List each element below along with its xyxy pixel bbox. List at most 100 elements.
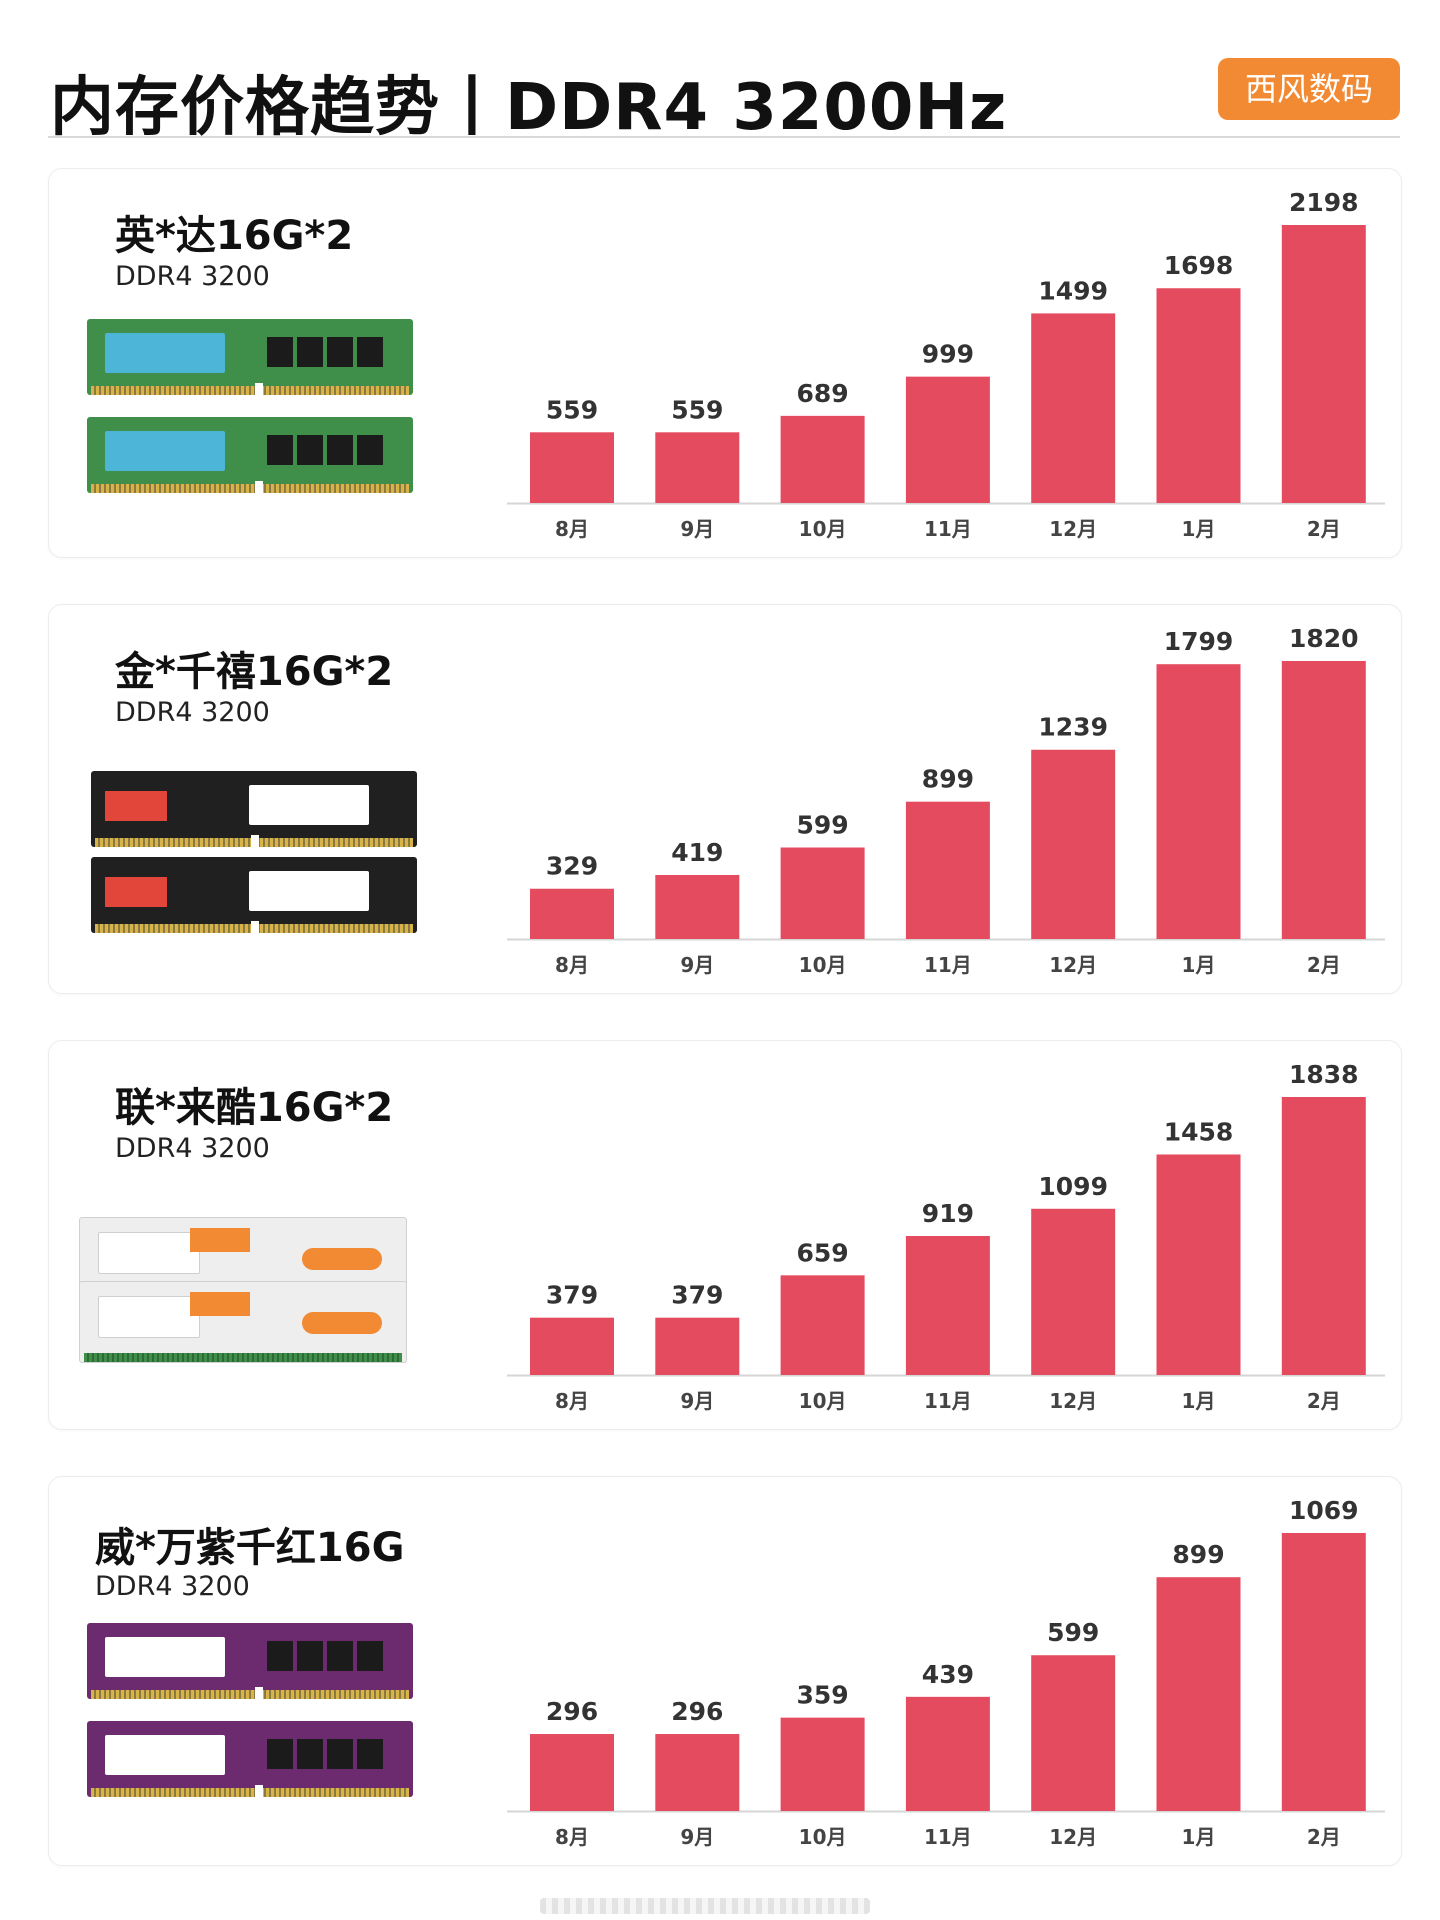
x-tick-label: 10月 bbox=[799, 517, 847, 541]
bar-value-label: 1069 bbox=[1289, 1496, 1359, 1525]
ram-label bbox=[249, 785, 369, 825]
bar-value-label: 919 bbox=[922, 1199, 974, 1228]
bar bbox=[530, 888, 614, 939]
bar bbox=[1156, 664, 1241, 939]
ram-stick bbox=[87, 417, 413, 493]
bar-value-label: 1099 bbox=[1038, 1172, 1108, 1201]
x-tick-label: 2月 bbox=[1307, 953, 1341, 977]
bar-value-label: 329 bbox=[546, 852, 598, 881]
x-tick-label: 9月 bbox=[680, 517, 714, 541]
ram-chip bbox=[327, 337, 353, 367]
x-tick-label: 8月 bbox=[555, 953, 589, 977]
ram-notch bbox=[255, 383, 263, 395]
bar-value-label: 559 bbox=[546, 395, 598, 424]
page-title: 内存价格趋势丨DDR4 3200Hz bbox=[50, 71, 1008, 145]
x-tick-label: 9月 bbox=[680, 1825, 714, 1849]
x-tick-label: 10月 bbox=[799, 1389, 847, 1413]
ram-notch bbox=[255, 481, 263, 493]
x-tick-label: 9月 bbox=[680, 1389, 714, 1413]
bar bbox=[905, 1696, 990, 1811]
lecoo-logo bbox=[302, 1248, 382, 1270]
x-tick-label: 12月 bbox=[1049, 1389, 1097, 1413]
ram-label bbox=[105, 1735, 225, 1775]
watermark bbox=[540, 1898, 870, 1914]
lecoo-logo bbox=[302, 1312, 382, 1334]
bar-value-label: 1820 bbox=[1289, 624, 1359, 653]
bar bbox=[1281, 661, 1366, 939]
ram-chip bbox=[357, 337, 383, 367]
bar-value-label: 296 bbox=[671, 1697, 723, 1726]
ram-stick bbox=[91, 857, 417, 933]
bar bbox=[905, 801, 990, 939]
bar bbox=[905, 376, 990, 503]
bar-value-label: 296 bbox=[546, 1697, 598, 1726]
bar-value-label: 2198 bbox=[1289, 188, 1359, 217]
bar-value-label: 689 bbox=[797, 379, 849, 408]
bar-value-label: 1698 bbox=[1164, 251, 1234, 280]
bar bbox=[655, 1734, 740, 1811]
x-tick-label: 11月 bbox=[924, 517, 972, 541]
bar-chart: 559 8月 559 9月 689 10月 999 11月 1499 12月 1698 1月 2198 2… bbox=[507, 188, 1385, 541]
bar-value-label: 899 bbox=[922, 765, 974, 794]
bar bbox=[1281, 1097, 1366, 1375]
bar-value-label: 999 bbox=[922, 340, 974, 369]
ram-module-image bbox=[87, 1623, 417, 1819]
x-tick-label: 12月 bbox=[1049, 1825, 1097, 1849]
x-tick-label: 11月 bbox=[924, 953, 972, 977]
ram-chip bbox=[327, 435, 353, 465]
ram-chip bbox=[297, 1641, 323, 1671]
x-tick-label: 1月 bbox=[1182, 517, 1216, 541]
ram-pins bbox=[91, 1788, 409, 1797]
brand-badge: 西风数码 bbox=[1218, 58, 1400, 120]
bar-value-label: 599 bbox=[797, 811, 849, 840]
bar-value-label: 379 bbox=[546, 1281, 598, 1310]
bar bbox=[1031, 1208, 1116, 1375]
ram-label bbox=[105, 333, 225, 373]
ram-tag bbox=[190, 1228, 250, 1252]
product-name: 金*千禧16G*2 bbox=[115, 649, 394, 695]
bar bbox=[1031, 1655, 1116, 1811]
bar bbox=[1031, 313, 1116, 503]
ram-stick bbox=[87, 1721, 413, 1797]
x-tick-label: 10月 bbox=[799, 1825, 847, 1849]
ram-chip bbox=[267, 1641, 293, 1671]
ram-chip bbox=[357, 1641, 383, 1671]
x-tick-label: 2月 bbox=[1307, 517, 1341, 541]
bar-value-label: 1838 bbox=[1289, 1060, 1359, 1089]
bar bbox=[655, 874, 740, 939]
ram-chip bbox=[327, 1641, 353, 1671]
bar bbox=[905, 1236, 990, 1375]
ram-stick bbox=[91, 771, 417, 847]
bar-value-label: 1458 bbox=[1164, 1117, 1234, 1146]
x-tick-label: 1月 bbox=[1182, 1825, 1216, 1849]
ram-notch bbox=[255, 1687, 263, 1699]
ram-module-image bbox=[91, 771, 421, 955]
x-tick-label: 12月 bbox=[1049, 953, 1097, 977]
bar-value-label: 899 bbox=[1172, 1540, 1224, 1569]
bar-chart: 296 8月 296 9月 359 10月 439 11月 599 12月 899 1月 1069 2月 bbox=[507, 1496, 1385, 1849]
ram-stick bbox=[79, 1281, 407, 1363]
ram-notch bbox=[255, 1785, 263, 1797]
bar bbox=[780, 1717, 865, 1811]
ram-label bbox=[98, 1232, 200, 1274]
ram-stick bbox=[79, 1217, 407, 1289]
x-tick-label: 10月 bbox=[799, 953, 847, 977]
price-card: 英*达16G*2 DDR4 3200 559 8月 559 9月 689 10月 999 11… bbox=[48, 168, 1402, 558]
ram-label bbox=[105, 1637, 225, 1677]
x-tick-label: 12月 bbox=[1049, 517, 1097, 541]
x-tick-label: 11月 bbox=[924, 1825, 972, 1849]
x-tick-label: 8月 bbox=[555, 1389, 589, 1413]
bar bbox=[530, 432, 614, 503]
x-tick-label: 1月 bbox=[1182, 953, 1216, 977]
bar bbox=[530, 1317, 614, 1375]
ram-pins bbox=[91, 1690, 409, 1699]
ram-label bbox=[98, 1296, 200, 1338]
product-name: 英*达16G*2 bbox=[115, 213, 354, 259]
bar-value-label: 1239 bbox=[1038, 713, 1108, 742]
ram-tag bbox=[105, 791, 167, 821]
ram-pins bbox=[91, 484, 409, 493]
ram-stick bbox=[87, 319, 413, 395]
bar-value-label: 419 bbox=[671, 838, 723, 867]
bar bbox=[1156, 1577, 1241, 1811]
x-tick-label: 2月 bbox=[1307, 1825, 1341, 1849]
